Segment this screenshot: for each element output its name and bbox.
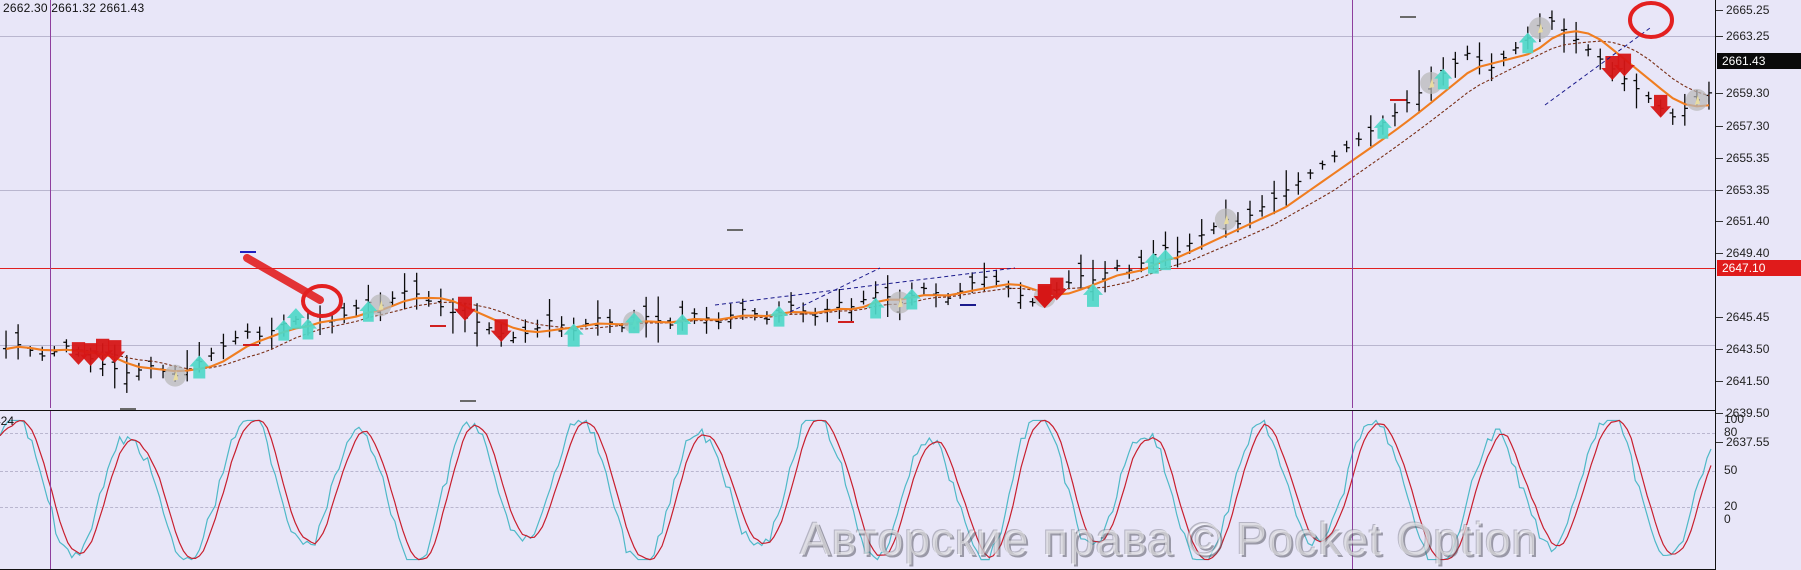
price-axis-tick: 2653.35: [1716, 183, 1801, 197]
indicator-value-label: 424: [0, 414, 15, 428]
vertical-marker-line: [50, 411, 51, 569]
price-level-badge: 2647.10: [1717, 260, 1801, 276]
stochastic-indicator-pane[interactable]: [0, 410, 1715, 570]
vertical-marker-line: [50, 0, 51, 408]
quote-values: 2662.30 2661.32 2661.43: [3, 1, 145, 15]
price-axis-tick: 2659.30: [1716, 86, 1801, 100]
indicator-axis-tick: 20: [1724, 499, 1738, 513]
last-price-badge: 2661.43: [1717, 53, 1801, 69]
arrow-to-signal: [243, 254, 324, 304]
indicator-axis-tick: 50: [1724, 463, 1738, 477]
price-axis-tick: 2643.50: [1716, 342, 1801, 356]
indicator-axis-tick: 80: [1724, 425, 1738, 439]
gridline: [0, 36, 1715, 37]
vertical-marker-line: [1352, 0, 1353, 408]
level-80-line: [0, 433, 1715, 434]
indicator-axis-tick: 100: [1724, 412, 1745, 426]
vertical-marker-line: [1352, 411, 1353, 569]
price-axis-tick: 2641.50: [1716, 374, 1801, 388]
price-axis-tick: 2637.55: [1716, 435, 1801, 449]
stochastic-series-layer: [0, 419, 1712, 561]
price-chart-pane[interactable]: [0, 0, 1715, 410]
level-50-line: [0, 471, 1715, 472]
gridline: [0, 345, 1715, 346]
annotation-layer: [243, 1, 1674, 318]
indicator-axis-tick: 0: [1724, 512, 1731, 526]
price-axis-tick: 2657.30: [1716, 119, 1801, 133]
price-axis-tick: 2649.40: [1716, 246, 1801, 260]
price-axis-tick: 2655.35: [1716, 151, 1801, 165]
price-series-layer: [2, 10, 1713, 410]
price-axis-tick: 2639.50: [1716, 406, 1801, 420]
price-level-line: [0, 268, 1715, 269]
price-axis[interactable]: 2665.25 2663.25 2659.30 2657.30 2655.35 2653.…: [1715, 0, 1801, 570]
price-axis-tick: 2651.40: [1716, 214, 1801, 228]
gridline: [0, 190, 1715, 191]
price-axis-tick: 2665.25: [1716, 3, 1801, 17]
price-axis-tick: 2663.25: [1716, 29, 1801, 43]
price-axis-tick: 2645.45: [1716, 310, 1801, 324]
